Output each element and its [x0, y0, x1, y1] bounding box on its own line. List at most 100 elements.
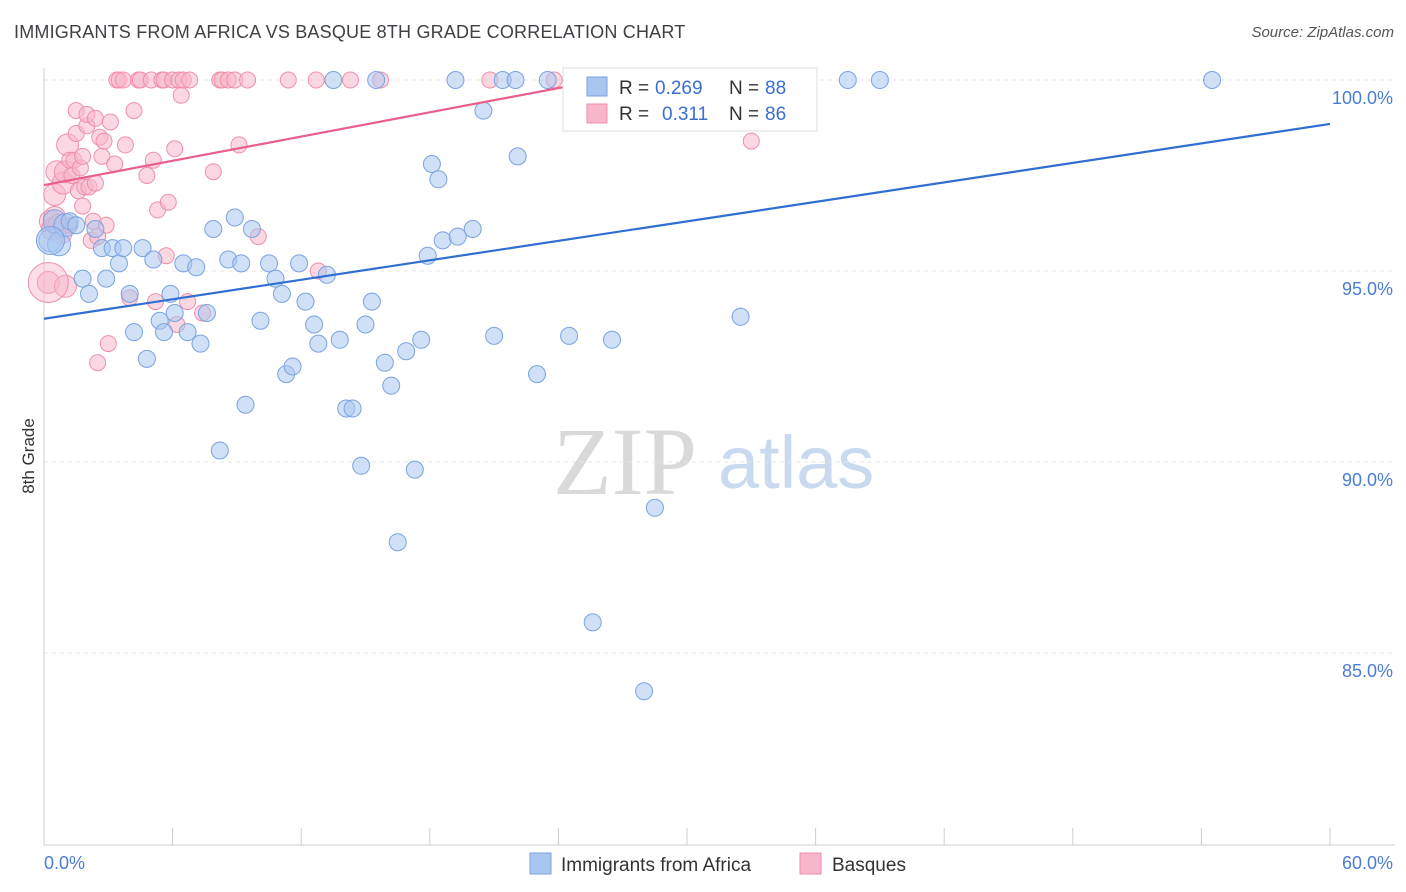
data-point — [645, 498, 664, 517]
data-point — [528, 365, 546, 384]
data-point — [474, 101, 493, 120]
legend-r-value-africa: 0.269 — [655, 78, 703, 99]
data-point — [114, 239, 133, 258]
data-point — [172, 86, 190, 104]
gridlines — [44, 79, 1395, 654]
y-tick-label: 85.0% — [1342, 661, 1393, 681]
bottom-legend-swatch-africa — [529, 852, 552, 875]
data-point — [560, 326, 579, 345]
data-point — [138, 167, 156, 184]
data-point — [73, 269, 92, 288]
data-point — [187, 258, 206, 277]
chart-title: IMMIGRANTS FROM AFRICA VS BASQUE 8TH GRA… — [14, 22, 686, 42]
data-point — [352, 456, 371, 475]
data-point — [197, 304, 216, 322]
data-point — [114, 71, 132, 89]
data-point-cluster — [35, 225, 65, 255]
data-point — [446, 71, 465, 89]
y-tick-label: 95.0% — [1342, 279, 1393, 299]
data-point — [538, 71, 557, 89]
data-point — [159, 193, 177, 211]
data-point — [283, 357, 302, 376]
data-point — [342, 71, 359, 89]
y-tick-label: 100.0% — [1332, 88, 1393, 108]
data-point — [272, 284, 291, 303]
data-point — [210, 441, 229, 460]
series-africa — [35, 71, 1222, 701]
legend-r-label: R = — [619, 104, 649, 125]
data-point — [279, 71, 297, 89]
data-point — [165, 304, 184, 322]
data-point — [144, 250, 163, 269]
data-point — [242, 220, 261, 238]
data-point — [181, 71, 199, 89]
data-point — [133, 239, 152, 258]
y-tick-labels: 100.0% 95.0% 90.0% 85.0% — [1332, 88, 1393, 681]
data-point — [375, 353, 394, 372]
data-point — [870, 71, 889, 89]
data-point — [309, 334, 328, 353]
trend-line-basques — [43, 78, 602, 187]
data-point — [838, 71, 857, 89]
legend-r-value-basques: 0.311 — [662, 104, 708, 125]
legend-swatch-africa — [586, 76, 608, 97]
data-point — [204, 220, 223, 238]
data-point — [1203, 71, 1222, 89]
x-tick-label-min: 0.0% — [44, 853, 85, 873]
data-point — [125, 323, 143, 342]
data-point — [603, 330, 621, 349]
bottom-legend-label-basques: Basques — [832, 855, 906, 876]
data-point — [362, 292, 381, 311]
data-point — [125, 102, 143, 120]
data-point — [67, 216, 86, 235]
data-point — [382, 376, 401, 395]
data-point — [239, 71, 257, 89]
data-point — [433, 231, 452, 250]
data-point — [232, 254, 251, 273]
data-point — [290, 254, 309, 273]
legend-swatch-basques — [586, 103, 608, 124]
data-point — [388, 533, 407, 552]
data-point — [86, 109, 104, 127]
data-point — [53, 274, 77, 298]
data-point — [397, 342, 416, 361]
source-label: Source: ZipAtlas.com — [1251, 24, 1394, 41]
data-point — [731, 307, 750, 326]
data-point — [110, 254, 128, 273]
watermark-zip: ZIP — [553, 408, 697, 515]
data-point — [305, 315, 324, 334]
data-point — [80, 284, 98, 303]
trend-line-africa — [43, 122, 1331, 320]
legend-n-label: N = — [729, 78, 759, 99]
bottom-legend-label-africa: Immigrants from Africa — [561, 855, 751, 876]
data-point — [583, 613, 602, 632]
data-point — [86, 220, 105, 238]
data-point — [120, 284, 139, 303]
data-point — [95, 132, 113, 150]
data-point — [485, 326, 504, 345]
data-point — [251, 311, 270, 330]
data-point — [204, 163, 222, 181]
x-tick-label-max: 60.0% — [1342, 853, 1393, 873]
data-point — [742, 132, 760, 150]
data-point — [230, 136, 248, 154]
data-point — [97, 269, 116, 288]
bottom-legend-swatch-basques — [799, 852, 822, 875]
data-point — [155, 323, 173, 342]
data-point — [405, 460, 424, 479]
legend-n-value-basques: 86 — [765, 104, 786, 125]
data-point — [296, 292, 315, 311]
data-point — [463, 220, 482, 238]
bottom-legend: Immigrants from Africa Basques — [529, 852, 906, 876]
data-point — [260, 254, 278, 273]
data-point — [191, 334, 210, 353]
x-ticks — [43, 828, 1331, 845]
legend-n-value-africa: 88 — [765, 78, 786, 99]
legend-r-label: R = — [619, 78, 649, 99]
data-point-cluster — [27, 261, 69, 303]
data-point — [412, 330, 431, 349]
y-tick-label: 90.0% — [1342, 470, 1393, 490]
data-point — [89, 354, 107, 372]
data-point — [101, 113, 119, 131]
